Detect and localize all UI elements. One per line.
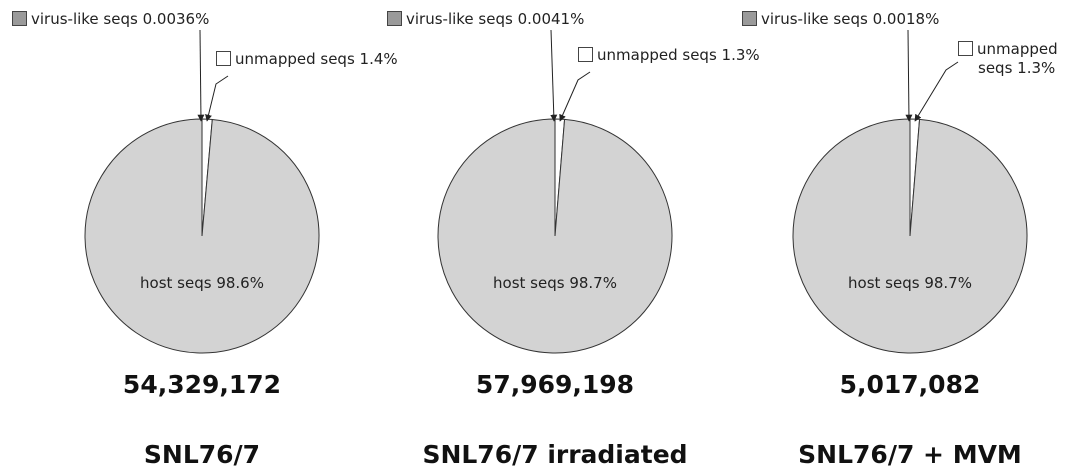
legend-swatch xyxy=(958,41,973,56)
slice-value: 98.6% xyxy=(216,274,264,292)
slice-name: virus-like seqs xyxy=(761,10,868,28)
pie-slice xyxy=(437,118,673,354)
leader-line xyxy=(205,75,229,122)
legend-swatch xyxy=(216,51,231,66)
legend-swatch xyxy=(12,11,27,26)
slice-label: virus-like seqs 0.0018% xyxy=(742,10,939,29)
slice-label: virus-like seqs 0.0036% xyxy=(12,10,209,29)
slice-value: 1.4% xyxy=(359,50,398,68)
slice-value: 98.7% xyxy=(569,274,617,292)
slice-label: host seqs 98.7% xyxy=(848,274,972,292)
leader-line xyxy=(559,71,591,122)
slice-label: unmapped seqs 1.4% xyxy=(216,50,398,69)
slice-value: 0.0036% xyxy=(142,10,210,28)
slice-name: host seqs xyxy=(493,274,565,292)
total-reads: 5,017,082 xyxy=(840,370,981,399)
slice-label: unmapped seqs 1.3% xyxy=(958,40,1092,78)
legend-swatch xyxy=(742,11,757,26)
chart-title: SNL76/7 + MVM xyxy=(798,440,1022,469)
slice-value: 0.0041% xyxy=(517,10,585,28)
slice-name: host seqs xyxy=(848,274,920,292)
pie-slice xyxy=(792,118,1028,354)
slice-label: virus-like seqs 0.0041% xyxy=(387,10,584,29)
leader-line xyxy=(550,29,558,122)
chart-title: SNL76/7 xyxy=(144,440,260,469)
slice-name: unmapped seqs xyxy=(235,50,355,68)
chart-title: SNL76/7 irradiated xyxy=(422,440,687,469)
slice-name: unmapped seqs xyxy=(977,40,1058,77)
slice-name: virus-like seqs xyxy=(31,10,138,28)
total-reads: 54,329,172 xyxy=(123,370,281,399)
leader-line xyxy=(197,29,205,122)
legend-swatch xyxy=(578,47,593,62)
slice-label: host seqs 98.7% xyxy=(493,274,617,292)
total-reads: 57,969,198 xyxy=(476,370,634,399)
slice-label: unmapped seqs 1.3% xyxy=(578,46,760,65)
leader-line xyxy=(905,29,913,122)
leader-line xyxy=(914,61,959,122)
pie-slice xyxy=(84,118,320,354)
slice-value: 0.0018% xyxy=(872,10,940,28)
slice-label: host seqs 98.6% xyxy=(140,274,264,292)
legend-swatch xyxy=(387,11,402,26)
slice-name: host seqs xyxy=(140,274,212,292)
slice-value: 98.7% xyxy=(924,274,972,292)
slice-name: virus-like seqs xyxy=(406,10,513,28)
slice-value: 1.3% xyxy=(721,46,760,64)
slice-name: unmapped seqs xyxy=(597,46,717,64)
slice-value: 1.3% xyxy=(1017,59,1056,77)
